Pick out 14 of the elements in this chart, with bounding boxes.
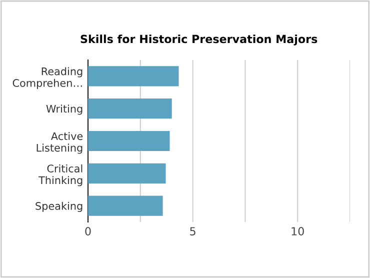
bar (88, 163, 166, 184)
x-tick-label: 10 (292, 227, 304, 236)
chart-title: Skills for Historic Preservation Majors (80, 34, 318, 46)
y-tick-label: Reading Comprehen… (12, 67, 82, 89)
y-tick-label: Writing (46, 104, 82, 115)
x-tick-label: 0 (85, 227, 91, 236)
y-tick-label: Speaking (36, 202, 82, 212)
x-tick-label: 5 (190, 227, 196, 236)
y-tick-label: Critical Thinking (38, 164, 82, 186)
y-tick-label: Active Listening (36, 132, 83, 154)
bar (88, 196, 163, 216)
bar (88, 98, 172, 119)
bar (88, 130, 170, 152)
bar (88, 66, 179, 86)
